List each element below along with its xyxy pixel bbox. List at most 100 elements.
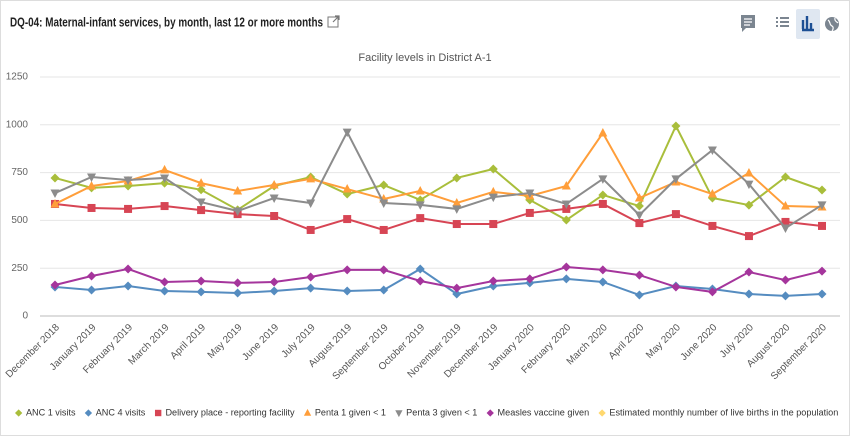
marker: [306, 225, 315, 234]
marker: [343, 215, 352, 224]
marker: [196, 198, 206, 208]
marker: [817, 185, 827, 195]
marker: [379, 225, 388, 234]
marker: [452, 283, 462, 293]
marker: [269, 286, 279, 296]
marker: [50, 280, 60, 290]
legend-item[interactable]: Measles vaccine given: [486, 407, 590, 417]
marker: [780, 275, 790, 285]
legend-swatch: [15, 409, 23, 417]
legend-label: Estimated monthly number of live births …: [609, 407, 838, 417]
marker: [452, 289, 462, 299]
marker: [416, 214, 425, 223]
marker: [634, 211, 644, 221]
marker: [233, 185, 243, 195]
marker: [780, 224, 790, 234]
chart-subtitle: Facility levels in District A-1: [358, 52, 491, 64]
dashboard-item-title: DQ-04: Maternal-infant services, by mont…: [10, 14, 323, 29]
marker: [415, 201, 425, 210]
marker: [233, 278, 243, 288]
marker: [452, 173, 462, 183]
marker: [488, 186, 498, 196]
marker: [269, 180, 279, 189]
legend-item[interactable]: Penta 3 given < 1: [395, 407, 477, 417]
map-view-icon[interactable]: [825, 17, 839, 32]
marker: [452, 205, 462, 214]
legend-label: ANC 1 visits: [26, 407, 76, 417]
marker: [707, 189, 717, 198]
marker: [342, 286, 352, 296]
marker: [379, 265, 389, 275]
marker: [123, 281, 133, 291]
marker: [123, 176, 133, 186]
marker: [634, 270, 644, 280]
marker: [269, 194, 279, 204]
series-line: [54, 131, 823, 209]
legend-label: Measles vaccine given: [498, 407, 590, 417]
legend-label: Penta 3 given < 1: [406, 407, 477, 417]
chart-view-icon[interactable]: [796, 9, 820, 39]
marker: [160, 286, 170, 296]
marker: [196, 276, 206, 286]
marker: [817, 289, 827, 299]
series-line: [54, 202, 823, 238]
legend-label: Delivery place - reporting facility: [165, 407, 295, 417]
legend-label: Penta 1 given < 1: [315, 407, 386, 417]
legend-swatch: [84, 409, 93, 417]
marker: [634, 201, 644, 211]
marker: [160, 202, 169, 211]
y-tick-label: 750: [11, 167, 28, 178]
marker: [598, 190, 608, 200]
marker: [233, 288, 243, 298]
marker: [671, 282, 681, 292]
marker: [707, 287, 717, 297]
marker: [488, 276, 498, 286]
marker: [488, 193, 498, 203]
legend-item[interactable]: ANC 4 visits: [84, 407, 146, 417]
marker: [160, 277, 170, 287]
marker: [196, 287, 206, 297]
marker: [671, 210, 680, 219]
marker: [160, 174, 170, 183]
open-link-icon[interactable]: [327, 15, 340, 28]
y-tick-label: 1000: [6, 119, 29, 130]
marker: [488, 281, 498, 291]
y-tick-label: 0: [22, 311, 28, 322]
y-tick-label: 500: [11, 215, 28, 226]
y-tick-label: 1250: [6, 72, 29, 83]
marker: [50, 173, 60, 183]
marker: [598, 277, 608, 287]
marker: [634, 290, 644, 300]
series-line: [54, 129, 823, 230]
marker: [87, 203, 96, 212]
marker: [489, 220, 498, 229]
marker: [270, 212, 279, 221]
marker: [50, 198, 60, 208]
marker: [196, 178, 206, 187]
marker: [817, 266, 827, 276]
marker: [306, 283, 316, 293]
y-tick-label: 250: [11, 263, 28, 274]
marker: [525, 189, 535, 199]
legend-item[interactable]: Delivery place - reporting facility: [154, 407, 295, 417]
legend-item[interactable]: ANC 1 visits: [15, 407, 76, 417]
marker: [452, 198, 462, 207]
marker: [87, 173, 97, 182]
marker: [671, 175, 681, 184]
series-line: [54, 123, 823, 222]
marker: [744, 232, 753, 241]
marker: [87, 180, 97, 190]
marker: [780, 291, 790, 301]
legend-item[interactable]: Penta 1 given < 1: [303, 407, 386, 417]
marker: [342, 184, 352, 193]
marker: [197, 206, 206, 215]
interpretations-icon[interactable]: [741, 15, 755, 32]
series-line: [54, 266, 823, 293]
legend-item[interactable]: Estimated monthly number of live births …: [598, 407, 838, 417]
marker: [817, 201, 827, 210]
marker: [598, 199, 607, 208]
series: [50, 128, 827, 211]
marker: [379, 285, 389, 295]
marker: [123, 264, 133, 274]
table-view-icon[interactable]: [776, 17, 789, 27]
